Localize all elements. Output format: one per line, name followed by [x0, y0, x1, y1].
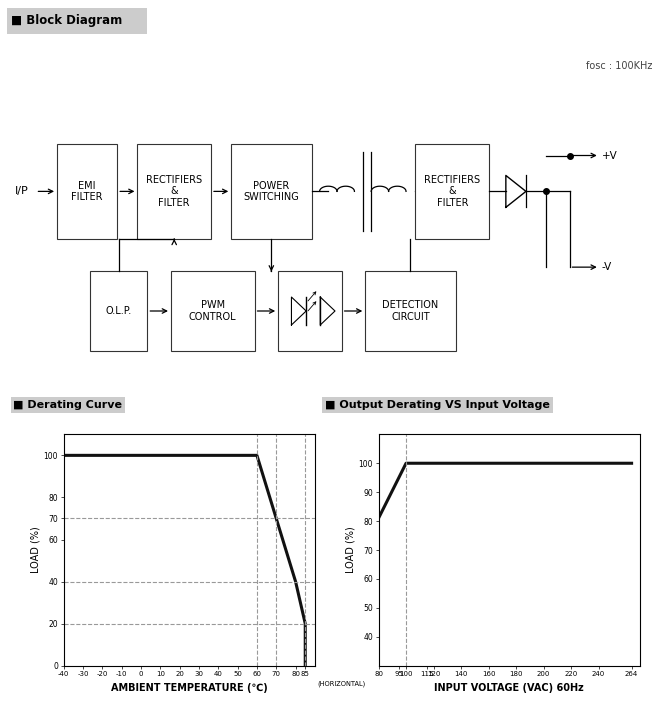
Text: POWER
SWITCHING: POWER SWITCHING	[243, 181, 299, 202]
Text: RECTIFIERS
&
FILTER: RECTIFIERS & FILTER	[424, 174, 480, 208]
Text: EMI
FILTER: EMI FILTER	[71, 181, 103, 202]
Text: I/P: I/P	[15, 187, 28, 197]
Text: -V: -V	[602, 262, 612, 272]
Y-axis label: LOAD (%): LOAD (%)	[346, 527, 356, 573]
FancyBboxPatch shape	[415, 144, 489, 239]
Text: ■ Derating Curve: ■ Derating Curve	[13, 400, 123, 410]
Text: RECTIFIERS
&
FILTER: RECTIFIERS & FILTER	[146, 174, 202, 208]
FancyBboxPatch shape	[7, 8, 147, 34]
FancyBboxPatch shape	[278, 271, 342, 351]
FancyBboxPatch shape	[171, 271, 255, 351]
Text: ■ Output Derating VS Input Voltage: ■ Output Derating VS Input Voltage	[325, 400, 550, 410]
Text: DETECTION
CIRCUIT: DETECTION CIRCUIT	[383, 300, 438, 322]
Y-axis label: LOAD (%): LOAD (%)	[31, 527, 41, 573]
FancyBboxPatch shape	[57, 144, 117, 239]
FancyBboxPatch shape	[90, 271, 147, 351]
Text: PWM
CONTROL: PWM CONTROL	[189, 300, 237, 322]
Text: +V: +V	[602, 150, 618, 160]
Text: ■ Block Diagram: ■ Block Diagram	[11, 14, 122, 27]
FancyBboxPatch shape	[231, 144, 312, 239]
X-axis label: INPUT VOLTAGE (VAC) 60Hz: INPUT VOLTAGE (VAC) 60Hz	[434, 683, 584, 693]
FancyBboxPatch shape	[137, 144, 211, 239]
Text: O.L.P.: O.L.P.	[106, 306, 132, 316]
FancyBboxPatch shape	[365, 271, 456, 351]
Text: fosc : 100KHz: fosc : 100KHz	[586, 61, 653, 70]
X-axis label: AMBIENT TEMPERATURE (℃): AMBIENT TEMPERATURE (℃)	[111, 683, 267, 693]
Text: (HORIZONTAL): (HORIZONTAL)	[318, 681, 366, 687]
